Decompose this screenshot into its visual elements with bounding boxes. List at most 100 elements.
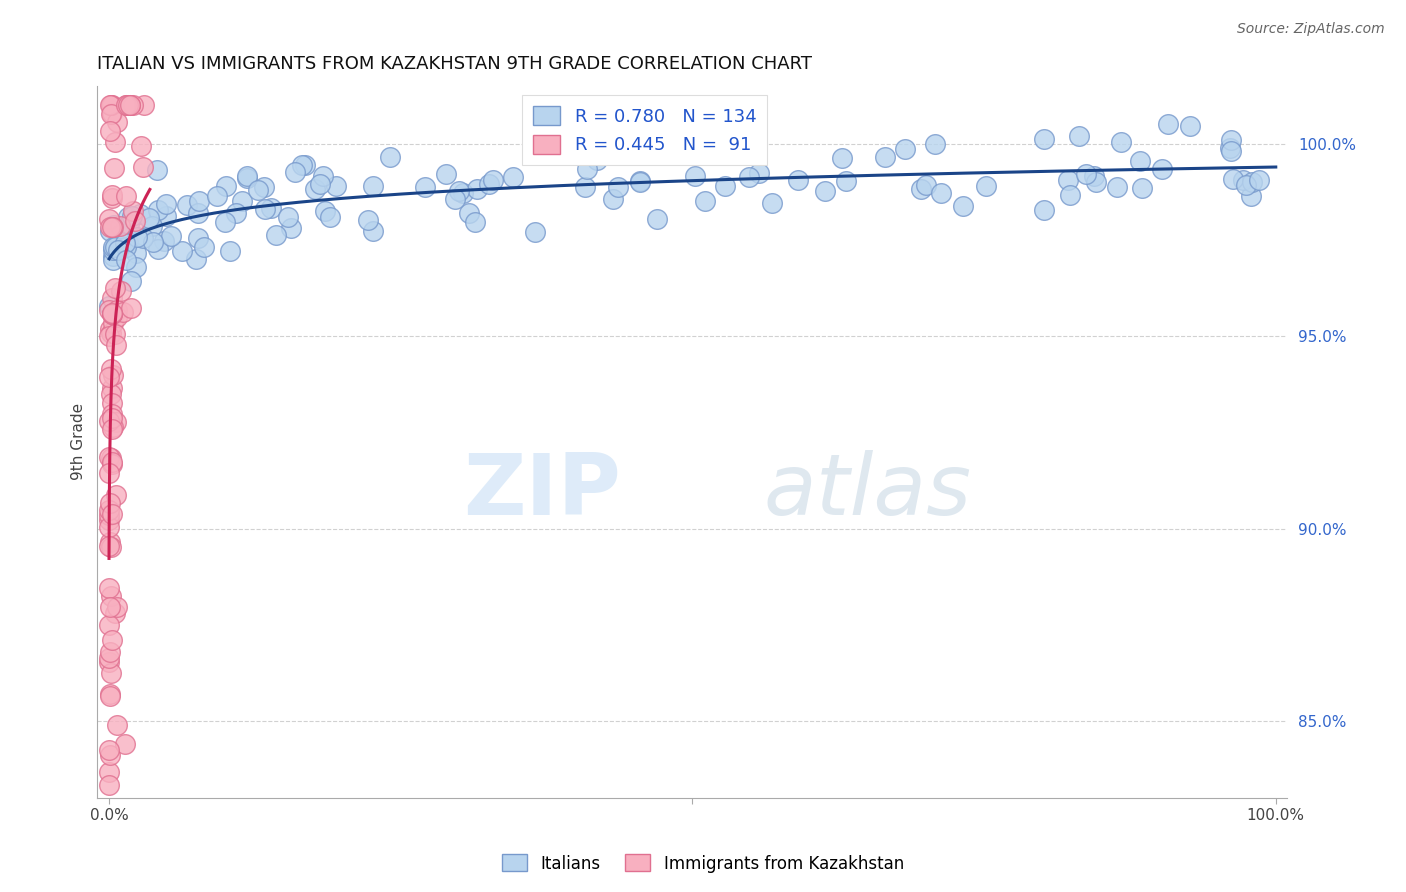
- Point: [127, 230, 149, 244]
- Point: [1059, 188, 1081, 202]
- Point: [114, 236, 136, 251]
- Point: [124, 214, 146, 228]
- Point: [105, 115, 128, 129]
- Point: [1130, 181, 1153, 195]
- Point: [101, 368, 124, 382]
- Point: [98, 687, 121, 701]
- Point: [98, 582, 121, 596]
- Point: [117, 235, 139, 249]
- Point: [1083, 169, 1105, 184]
- Point: [103, 161, 125, 175]
- Point: [219, 244, 242, 258]
- Point: [304, 182, 326, 196]
- Point: [98, 513, 121, 527]
- Point: [101, 457, 124, 471]
- Point: [105, 310, 128, 324]
- Point: [98, 450, 121, 465]
- Point: [205, 189, 228, 203]
- Point: [155, 197, 177, 211]
- Point: [357, 213, 380, 227]
- Point: [98, 650, 121, 665]
- Point: [105, 718, 128, 732]
- Legend: R = 0.780   N = 134, R = 0.445   N =  91: R = 0.780 N = 134, R = 0.445 N = 91: [522, 95, 768, 165]
- Point: [104, 607, 127, 621]
- Point: [294, 158, 316, 172]
- Point: [1150, 162, 1173, 177]
- Point: [155, 209, 177, 223]
- Point: [100, 224, 122, 238]
- Point: [502, 170, 524, 185]
- Point: [737, 169, 759, 184]
- Point: [132, 231, 155, 245]
- Point: [481, 172, 503, 186]
- Point: [104, 240, 127, 254]
- Point: [280, 220, 302, 235]
- Point: [952, 199, 974, 213]
- Point: [100, 98, 122, 112]
- Point: [98, 496, 121, 510]
- Point: [574, 179, 596, 194]
- Point: [101, 507, 124, 521]
- Point: [761, 196, 783, 211]
- Point: [894, 142, 917, 156]
- Text: ITALIAN VS IMMIGRANTS FROM KAZAKHSTAN 9TH GRADE CORRELATION CHART: ITALIAN VS IMMIGRANTS FROM KAZAKHSTAN 9T…: [97, 55, 813, 73]
- Point: [875, 150, 897, 164]
- Point: [974, 179, 997, 194]
- Point: [434, 167, 457, 181]
- Point: [914, 178, 936, 193]
- Point: [1219, 144, 1241, 158]
- Point: [318, 210, 340, 224]
- Point: [115, 98, 138, 112]
- Point: [115, 98, 138, 112]
- Point: [98, 329, 121, 343]
- Point: [104, 327, 127, 342]
- Point: [104, 488, 127, 502]
- Point: [586, 153, 609, 167]
- Point: [111, 305, 134, 319]
- Point: [112, 241, 135, 255]
- Point: [117, 98, 139, 112]
- Point: [160, 228, 183, 243]
- Point: [132, 160, 155, 174]
- Point: [98, 747, 121, 762]
- Point: [444, 192, 467, 206]
- Point: [98, 508, 121, 522]
- Point: [98, 369, 121, 384]
- Point: [628, 174, 651, 188]
- Point: [98, 645, 121, 659]
- Point: [101, 306, 124, 320]
- Point: [101, 633, 124, 648]
- Point: [602, 192, 624, 206]
- Point: [111, 235, 134, 249]
- Point: [524, 225, 547, 239]
- Point: [253, 202, 276, 217]
- Point: [1057, 173, 1080, 187]
- Point: [98, 535, 121, 549]
- Point: [101, 243, 124, 257]
- Point: [104, 338, 127, 352]
- Point: [101, 410, 124, 425]
- Point: [122, 98, 145, 112]
- Point: [101, 307, 124, 321]
- Text: Source: ZipAtlas.com: Source: ZipAtlas.com: [1237, 22, 1385, 37]
- Point: [284, 165, 307, 179]
- Point: [1084, 175, 1107, 189]
- Point: [100, 322, 122, 336]
- Point: [100, 106, 122, 120]
- Point: [1109, 135, 1132, 149]
- Point: [1219, 141, 1241, 155]
- Point: [103, 240, 125, 254]
- Point: [458, 206, 481, 220]
- Point: [1074, 167, 1097, 181]
- Y-axis label: 9th Grade: 9th Grade: [72, 403, 86, 481]
- Point: [118, 217, 141, 231]
- Point: [100, 541, 122, 555]
- Point: [1240, 175, 1263, 189]
- Point: [98, 743, 121, 757]
- Point: [924, 136, 946, 151]
- Point: [98, 778, 121, 792]
- Point: [100, 455, 122, 469]
- Point: [98, 600, 121, 615]
- Point: [834, 173, 856, 187]
- Point: [98, 413, 121, 427]
